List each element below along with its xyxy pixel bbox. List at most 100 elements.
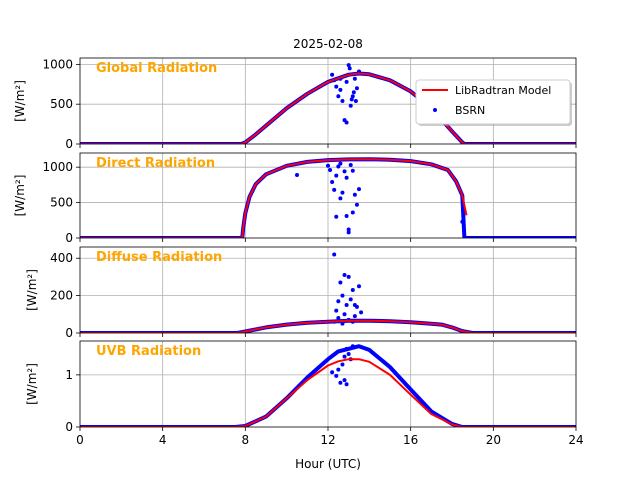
bsrn-point — [336, 94, 341, 99]
panel-label: UVB Radiation — [96, 344, 201, 359]
bsrn-point — [350, 344, 355, 349]
bsrn-point — [334, 173, 339, 178]
x-tick-label: 20 — [486, 433, 501, 447]
bsrn-point — [334, 308, 339, 313]
bsrn-point — [352, 314, 357, 319]
bsrn-point — [295, 172, 299, 177]
x-tick-label: 8 — [242, 433, 250, 447]
plot-area — [80, 252, 576, 333]
bsrn-point — [352, 76, 357, 81]
panel-4: 0 1 0 4 8 12 16 20 24 UVB Radiation [W/m²] — [25, 340, 584, 447]
model-series — [80, 358, 576, 427]
bsrn-point — [338, 161, 343, 166]
bsrn-point — [344, 346, 349, 351]
panel-label: Diffuse Radiation — [96, 250, 222, 265]
bsrn-point — [332, 187, 337, 192]
bsrn-point — [340, 321, 345, 326]
bsrn-point — [330, 370, 335, 375]
x-tick-label: 16 — [403, 433, 418, 447]
bsrn-point — [352, 192, 357, 197]
bsrn-point — [353, 99, 358, 103]
bsrn-point — [346, 63, 351, 68]
y-tick-label: 500 — [50, 97, 73, 111]
bsrn-point — [349, 97, 354, 102]
y-tick-label: 1000 — [42, 57, 73, 71]
figure-title: 2025-02-08 — [293, 37, 363, 51]
bsrn-point — [330, 180, 335, 185]
bsrn-point — [326, 163, 330, 168]
y-tick-label: 0 — [65, 231, 73, 245]
legend-swatch-dot — [433, 108, 437, 112]
bsrn-point — [342, 273, 347, 278]
y-axis-label: [W/m²] — [13, 175, 27, 217]
bsrn-point — [338, 87, 343, 92]
bsrn-point — [336, 367, 341, 372]
bsrn-point — [460, 219, 465, 224]
panel-2: 0 500 1000 Direct Radiation [W/m²] — [13, 152, 577, 245]
bsrn-point — [340, 293, 345, 298]
y-axis-label: [W/m²] — [25, 363, 39, 405]
x-tick-label: 0 — [76, 433, 84, 447]
y-tick-label: 0 — [65, 326, 73, 340]
y-tick-label: 200 — [50, 289, 73, 303]
bsrn-point — [342, 354, 347, 359]
bsrn-point — [344, 120, 349, 125]
bsrn-point — [344, 302, 349, 307]
bsrn-point — [348, 297, 353, 302]
bsrn-point — [340, 190, 345, 195]
y-axis-label: [W/m²] — [13, 80, 27, 122]
bsrn-point — [342, 378, 347, 383]
model-series — [80, 72, 576, 144]
bsrn-point — [342, 169, 347, 174]
legend: LibRadtran Model BSRN — [415, 79, 572, 126]
panel-1: 0 500 1000 Global Radiation [W/m²] — [13, 57, 577, 151]
model-series — [80, 319, 576, 333]
legend-label: BSRN — [455, 104, 485, 117]
bsrn-point — [328, 168, 333, 172]
bsrn-point — [336, 316, 341, 321]
panel-label: Direct Radiation — [96, 156, 215, 171]
bsrn-point — [336, 164, 341, 169]
bsrn-point — [351, 90, 356, 95]
y-tick-label: 500 — [50, 196, 73, 210]
bsrn-point — [338, 196, 343, 201]
bsrn-point — [348, 163, 353, 168]
panel-label: Global Radiation — [96, 61, 217, 76]
plot-area — [80, 63, 576, 144]
x-tick-label: 24 — [568, 433, 583, 447]
bsrn-point — [342, 312, 347, 317]
bsrn-point — [344, 382, 349, 387]
plot-area — [80, 344, 576, 427]
y-tick-label: 1 — [65, 368, 73, 382]
bsrn-point — [352, 302, 357, 307]
bsrn-point — [357, 69, 361, 74]
bsrn-point — [332, 252, 337, 257]
x-axis-label: Hour (UTC) — [295, 457, 361, 471]
bsrn-point — [350, 94, 355, 99]
bsrn-point — [338, 380, 343, 385]
y-tick-label: 0 — [65, 420, 73, 434]
bsrn-point — [357, 187, 361, 192]
bsrn-point — [346, 227, 351, 232]
bsrn-point — [336, 299, 341, 304]
x-tick-label: 4 — [159, 433, 167, 447]
legend-label: LibRadtran Model — [455, 84, 551, 97]
bsrn-point — [359, 310, 364, 315]
bsrn-point — [346, 274, 351, 279]
y-tick-label: 400 — [50, 251, 73, 265]
bsrn-point — [344, 214, 349, 219]
bsrn-point — [354, 202, 359, 207]
y-tick-label: 1000 — [42, 160, 73, 174]
bsrn-point — [344, 79, 349, 84]
panel-3: 0 200 400 Diffuse Radiation [W/m²] — [25, 246, 577, 340]
model-series — [80, 158, 468, 238]
bsrn-point — [346, 230, 351, 235]
bsrn-point — [350, 168, 355, 173]
bsrn-point — [338, 280, 343, 285]
bsrn-point — [350, 210, 355, 215]
bsrn-point — [340, 99, 345, 103]
bsrn-point — [340, 362, 345, 367]
y-tick-label: 0 — [65, 137, 73, 151]
